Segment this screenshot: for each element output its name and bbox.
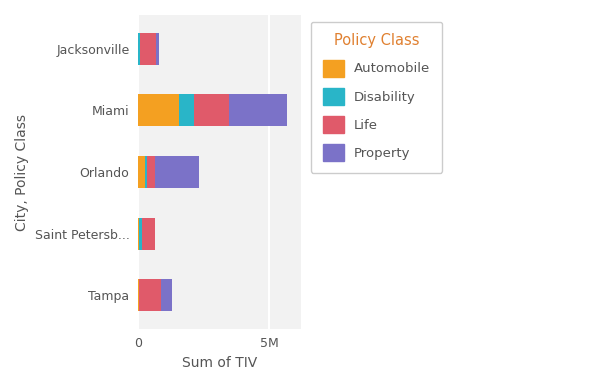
- X-axis label: Sum of TIV: Sum of TIV: [182, 356, 257, 370]
- Legend: Automobile, Disability, Life, Property: Automobile, Disability, Life, Property: [311, 22, 443, 173]
- Bar: [161, 279, 172, 311]
- Bar: [138, 218, 142, 249]
- Bar: [138, 94, 179, 127]
- Bar: [229, 94, 287, 127]
- Bar: [154, 156, 200, 188]
- Y-axis label: City, Policy Class: City, Policy Class: [15, 114, 29, 231]
- Bar: [140, 279, 161, 311]
- Bar: [194, 94, 229, 127]
- Bar: [138, 33, 140, 65]
- Bar: [138, 279, 140, 311]
- Bar: [140, 33, 156, 65]
- Bar: [142, 218, 154, 249]
- Bar: [145, 156, 147, 188]
- Bar: [179, 94, 194, 127]
- Bar: [138, 156, 145, 188]
- Bar: [156, 33, 159, 65]
- Bar: [147, 156, 154, 188]
